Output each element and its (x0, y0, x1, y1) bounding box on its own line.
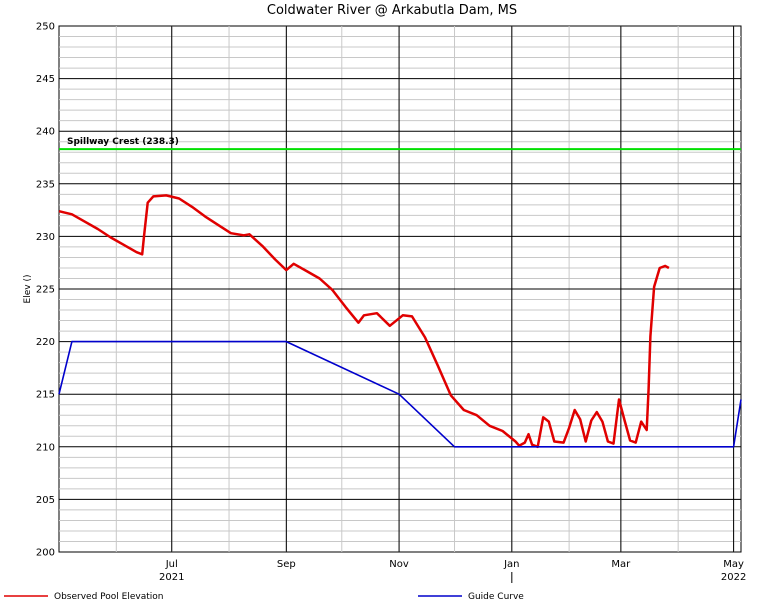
x-ticks: Jul Sep Nov Jan Mar May 2021 2022 (159, 559, 746, 583)
minor-grid (59, 26, 741, 552)
legend-label: Guide Curve (468, 592, 524, 602)
x-tick-label: Jul (165, 559, 178, 570)
y-axis-label: Elev () (23, 275, 33, 304)
observed-pool-elevation-line (58, 194, 670, 449)
y-tick-label: 250 (36, 22, 55, 33)
y-tick-label: 210 (36, 442, 55, 453)
y-tick-label: 225 (36, 285, 55, 296)
y-tick-label: 200 (36, 548, 55, 559)
x-year-label: 2022 (721, 572, 746, 583)
y-tick-label: 230 (36, 232, 55, 243)
y-ticks: 200 205 210 215 220 225 230 235 240 245 250 (36, 22, 55, 559)
y-tick-label: 235 (36, 179, 55, 190)
x-tick-label: Jan (503, 559, 519, 570)
legend-label: Observed Pool Elevation (54, 592, 163, 602)
y-tick-label: 220 (36, 337, 55, 348)
series-group (58, 194, 742, 449)
x-tick-label: Mar (611, 559, 631, 570)
y-tick-label: 215 (36, 390, 55, 401)
annotations: Spillway Crest (238.3) (59, 137, 741, 151)
legend: Observed Pool Elevation Guide Curve (4, 592, 524, 602)
y-tick-label: 240 (36, 127, 55, 138)
x-tick-label: May (723, 559, 744, 570)
chart-title: Coldwater River @ Arkabutla Dam, MS (267, 3, 517, 18)
spillway-crest-label: Spillway Crest (238.3) (67, 137, 179, 147)
x-tick-label: Sep (277, 559, 296, 570)
y-tick-label: 205 (36, 495, 55, 506)
guide-curve-line (58, 340, 742, 448)
x-year-label: 2021 (159, 572, 184, 583)
y-tick-label: 245 (36, 74, 55, 85)
x-tick-label: Nov (389, 559, 409, 570)
